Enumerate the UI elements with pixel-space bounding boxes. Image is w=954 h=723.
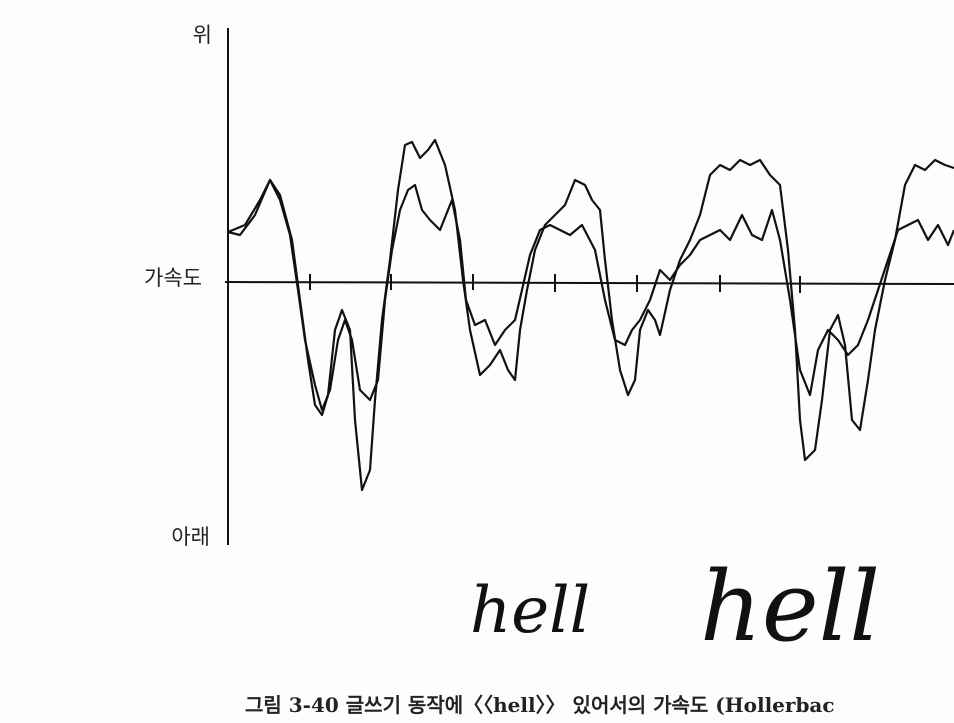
handwriting-large: hell (700, 551, 880, 663)
baseline-ticks (227, 274, 801, 293)
axis-label-bottom: 아래 (171, 525, 210, 549)
caption: 그림 3-40 글쓰기 동작에〈〈hell〉〉 있어서의 가속도 (Holler… (245, 693, 835, 717)
baseline (224, 281, 954, 285)
axis-label-middle: 가속도 (144, 266, 202, 290)
acceleration-curve (227, 178, 954, 412)
axis-label-top: 위 (193, 23, 212, 47)
handwriting-small: hell (470, 574, 590, 648)
acceleration-curve (227, 138, 954, 492)
